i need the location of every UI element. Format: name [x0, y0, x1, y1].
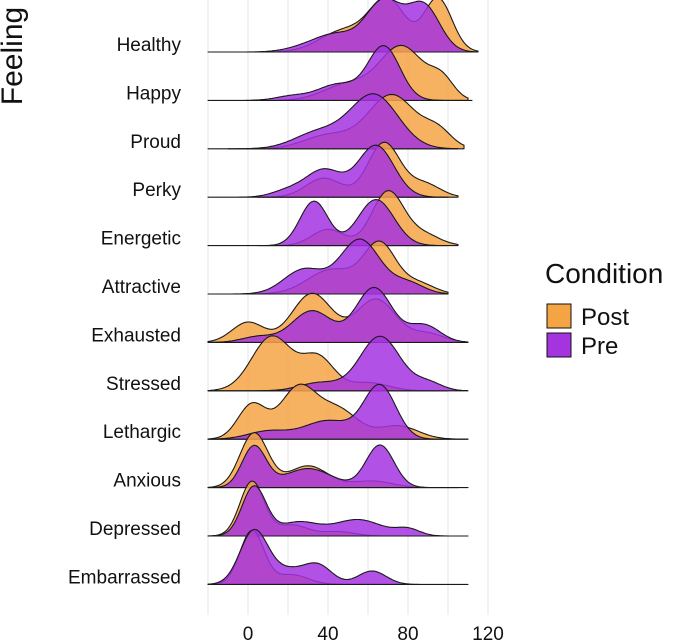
density-pre-anxious [207, 444, 469, 489]
x-tick-label-40: 40 [317, 624, 338, 642]
density-pre-stressed [207, 335, 469, 392]
density-pre-healthy [207, 0, 479, 53]
density-pre-attractive [207, 238, 449, 295]
ridge-row-embarrassed [207, 528, 469, 585]
x-tick-label-0: 0 [243, 624, 254, 642]
x-tick-labels: 0 40 80 120 [243, 624, 504, 642]
feeling-label-lethargic: Lethargic [103, 422, 181, 443]
legend-label-post: Post [581, 304, 629, 331]
ridge-row-stressed [207, 335, 469, 392]
ridge-row-depressed [207, 480, 469, 537]
feeling-label-stressed: Stressed [106, 374, 181, 395]
feeling-label-happy: Happy [126, 83, 181, 104]
feeling-label-anxious: Anxious [113, 471, 181, 492]
density-pre-happy [207, 45, 473, 101]
x-tick-label-80: 80 [397, 624, 418, 642]
ridge-row-energetic [207, 190, 459, 247]
density-pre-lethargic [207, 383, 469, 440]
feeling-label-attractive: Attractive [102, 277, 181, 298]
legend-label-pre: Pre [581, 333, 618, 360]
y-axis-title: Feeling [0, 7, 29, 105]
density-pre-energetic [207, 199, 449, 247]
feeling-label-energetic: Energetic [101, 229, 181, 250]
density-post-lethargic [207, 383, 469, 440]
feeling-label-depressed: Depressed [89, 519, 181, 540]
legend-title: Condition [545, 258, 663, 289]
ridge-row-healthy [207, 0, 479, 53]
density-pre-depressed [207, 485, 469, 537]
density-pre-proud [207, 93, 459, 150]
ridge-row-perky [207, 141, 459, 198]
feeling-label-healthy: Healthy [117, 35, 182, 56]
density-pre-perky [207, 144, 449, 198]
ridge-row-lethargic [207, 383, 469, 440]
ridge-row-happy [207, 44, 473, 101]
legend-swatch-post [546, 303, 572, 329]
ridge-row-proud [207, 93, 465, 150]
ridge-row-attractive [207, 238, 449, 295]
feeling-label-proud: Proud [130, 132, 181, 153]
density-pre-embarrassed [207, 528, 469, 585]
feeling-label-exhausted: Exhausted [91, 325, 181, 346]
feeling-labels: Healthy Happy Proud Perky Energetic Attractiv… [68, 35, 182, 588]
feeling-label-perky: Perky [132, 180, 181, 201]
x-tick-label-120: 120 [472, 624, 504, 642]
density-pre-exhausted [207, 286, 469, 343]
density-ridges [207, 0, 479, 585]
feeling-label-embarrassed: Embarrassed [68, 567, 181, 588]
legend: Condition Post Pre [545, 258, 663, 360]
ridge-row-exhausted [207, 286, 469, 343]
ridge-row-anxious [207, 432, 469, 489]
legend-swatch-pre [546, 332, 572, 358]
